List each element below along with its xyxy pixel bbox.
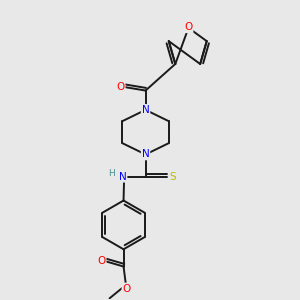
Text: O: O bbox=[116, 82, 125, 92]
Text: N: N bbox=[142, 149, 149, 160]
Text: S: S bbox=[169, 172, 175, 182]
Text: O: O bbox=[122, 284, 130, 293]
Text: H: H bbox=[108, 169, 115, 178]
Text: O: O bbox=[184, 22, 193, 32]
Text: N: N bbox=[119, 172, 127, 182]
Text: O: O bbox=[98, 256, 106, 266]
Text: N: N bbox=[142, 105, 149, 115]
